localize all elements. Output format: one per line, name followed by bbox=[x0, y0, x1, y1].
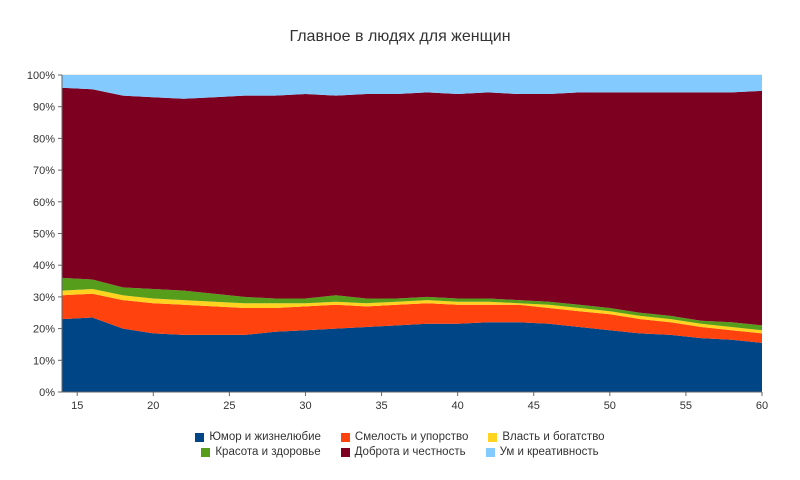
area-series-1 bbox=[62, 293, 762, 343]
area-series-5 bbox=[62, 75, 762, 99]
x-tick-label: 40 bbox=[452, 400, 464, 412]
legend-row: Красота и здоровье Доброта и честность Ум … bbox=[201, 446, 599, 458]
legend-swatch bbox=[485, 447, 495, 457]
legend-label: Власть и богатство bbox=[502, 431, 605, 443]
y-tick-label: 80% bbox=[33, 133, 55, 145]
legend-swatch bbox=[488, 432, 498, 442]
y-tick-label: 30% bbox=[33, 292, 55, 304]
y-tick-label: 10% bbox=[33, 355, 55, 367]
legend: Юмор и жизнелюбие Смелость и упорство Влас… bbox=[0, 431, 800, 458]
x-tick-label: 45 bbox=[528, 400, 540, 412]
legend-item: Смелость и упорство bbox=[340, 431, 469, 443]
x-tick-label: 20 bbox=[147, 400, 159, 412]
plot-area: 0% 10% 20% 30% 40% 50% 60% 70% 80% 90% 100% 15 20 25 3… bbox=[27, 70, 768, 412]
area-series-4 bbox=[62, 87, 762, 326]
legend-item: Власть и богатство bbox=[488, 431, 605, 443]
y-tick-label: 0% bbox=[39, 387, 55, 399]
area-series-0 bbox=[62, 317, 762, 392]
y-tick-label: 40% bbox=[33, 260, 55, 272]
legend-label: Смелость и упорство bbox=[354, 431, 469, 443]
y-tick-label: 90% bbox=[33, 102, 55, 114]
chart-title: Главное в людях для женщин bbox=[289, 28, 511, 45]
y-tick-label: 60% bbox=[33, 197, 55, 209]
legend-label: Юмор и жизнелюбие bbox=[209, 431, 321, 443]
x-tick-label: 30 bbox=[299, 400, 311, 412]
legend-label: Красота и здоровье bbox=[215, 446, 321, 458]
y-tick-label: 100% bbox=[27, 70, 55, 82]
legend-item: Красота и здоровье bbox=[201, 446, 321, 458]
legend-row: Юмор и жизнелюбие Смелость и упорство Влас… bbox=[195, 431, 605, 443]
legend-item: Юмор и жизнелюбие bbox=[195, 431, 321, 443]
x-tick-label: 35 bbox=[375, 400, 387, 412]
legend-swatch bbox=[201, 447, 211, 457]
legend-swatch bbox=[195, 432, 205, 442]
x-tick-label: 15 bbox=[71, 400, 83, 412]
y-tick-label: 70% bbox=[33, 165, 55, 177]
legend-label: Доброта и честность bbox=[354, 446, 466, 458]
legend-swatch bbox=[340, 432, 350, 442]
legend-item: Доброта и честность bbox=[340, 446, 466, 458]
y-tick-label: 50% bbox=[33, 229, 55, 241]
x-tick-label: 60 bbox=[756, 400, 768, 412]
y-tick-label: 20% bbox=[33, 324, 55, 336]
legend-label: Ум и креативность bbox=[499, 446, 599, 458]
legend-item: Ум и креативность bbox=[485, 446, 599, 458]
legend-swatch bbox=[340, 447, 350, 457]
x-tick-label: 25 bbox=[223, 400, 235, 412]
x-tick-label: 50 bbox=[604, 400, 616, 412]
x-tick-label: 55 bbox=[680, 400, 692, 412]
